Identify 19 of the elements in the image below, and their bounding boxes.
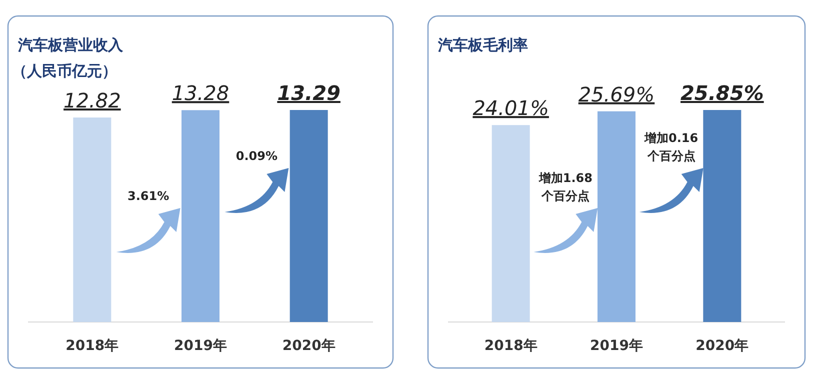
data-label: 24.01% [472, 96, 549, 120]
data-label: 13.28 [172, 81, 230, 106]
x-tick-label: 2020年 [282, 338, 336, 354]
annotation: 0.09% [236, 149, 278, 163]
x-tick-label: 2019年 [590, 338, 643, 354]
data-label: 25.85% [680, 81, 764, 105]
chart-subtitle: （人民币亿元） [12, 62, 117, 80]
x-tick-label: 2020年 [696, 338, 749, 354]
data-label: 12.82 [64, 88, 121, 112]
chart-title: 汽车板营业收入 [17, 36, 124, 54]
chart-title: 汽车板毛利率 [437, 36, 528, 54]
x-tick-label: 2018年 [66, 338, 119, 354]
annotation: 3.61% [128, 189, 170, 203]
annotation: 增加0.16 个百分点 [644, 131, 698, 163]
data-label: 13.29 [277, 81, 341, 105]
x-tick-label: 2019年 [174, 338, 227, 354]
x-tick-label: 2018年 [484, 338, 538, 354]
data-label: 25.69% [578, 82, 655, 106]
annotation: 增加1.68 个百分点 [538, 171, 592, 203]
